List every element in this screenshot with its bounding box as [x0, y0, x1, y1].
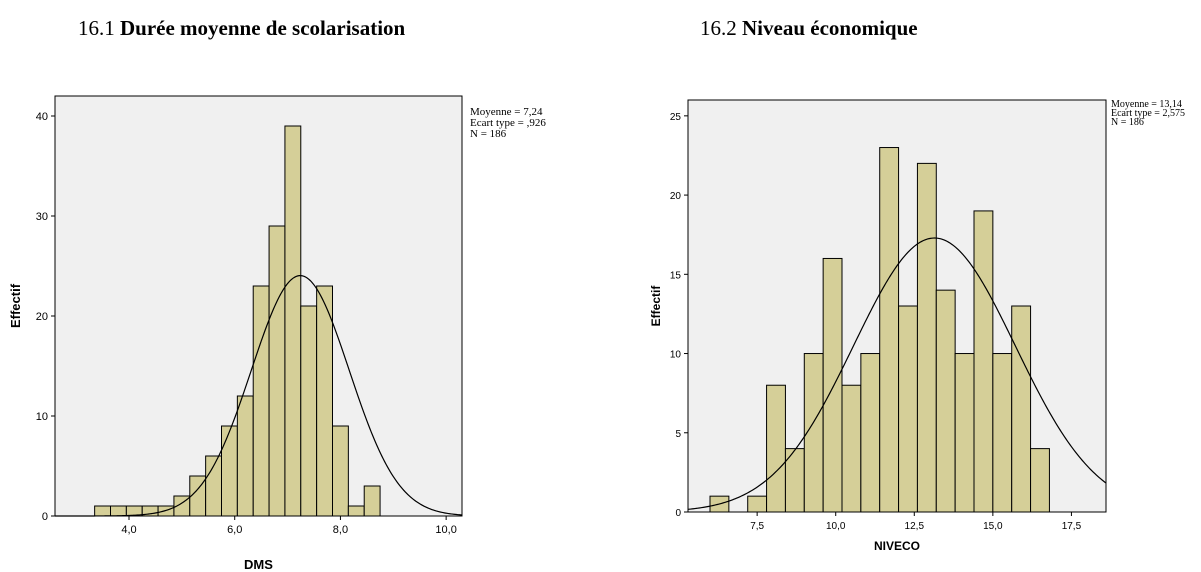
- x-tick-label: 6,0: [227, 524, 242, 536]
- y-tick-label: 20: [36, 311, 48, 323]
- heading-number: 16.2: [700, 16, 737, 40]
- x-tick-label: 12,5: [905, 521, 925, 532]
- histogram-bar: [1011, 305, 1032, 513]
- x-tick-label: 10,0: [435, 524, 456, 536]
- histogram-bar: [252, 285, 270, 517]
- y-tick-label: 0: [42, 511, 48, 523]
- histogram-bar: [992, 353, 1013, 513]
- stats-line: Moyenne = 13,14: [1111, 99, 1182, 110]
- histogram-bar: [898, 305, 918, 513]
- histogram-bar: [268, 225, 286, 517]
- y-tick-label: 0: [675, 508, 681, 519]
- y-tick-label: 25: [670, 112, 682, 123]
- histogram-bar: [747, 495, 768, 513]
- stats-line: N = 186: [1111, 117, 1144, 128]
- stats-line: Moyenne = 7,24: [470, 106, 543, 118]
- x-axis-title: DMS: [244, 557, 273, 572]
- heading-title: Niveau économique: [742, 16, 918, 40]
- histogram-bar: [879, 147, 900, 513]
- histogram-bar: [860, 353, 881, 513]
- x-tick-label: 10,0: [826, 521, 846, 532]
- histogram-bar: [316, 285, 333, 517]
- histogram-chart-2: 0 5 10 15 20 25 7,5 10,0 12,5 15,0 17,5 NIVECO Effec…: [649, 99, 1185, 553]
- x-tick-label: 8,0: [333, 524, 348, 536]
- y-tick-label: 5: [675, 429, 681, 440]
- x-tick-label: 15,0: [983, 521, 1003, 532]
- histogram-bar: [766, 384, 786, 513]
- y-tick-label: 40: [36, 111, 48, 123]
- y-tick-label: 10: [36, 411, 48, 423]
- stats-line: Ecart type = 2,575: [1111, 108, 1185, 119]
- heading-number: 16.1: [78, 16, 115, 40]
- histogram-bar: [300, 305, 318, 517]
- histogram-bar: [110, 505, 127, 517]
- histogram-bar: [284, 125, 302, 517]
- y-tick-label: 30: [36, 211, 48, 223]
- histogram-chart-1: 0 10 20 30 40 4,0 6,0 8,0 10,0 DMS Effectif Moyenne…: [8, 95, 546, 572]
- histogram-bar: [363, 485, 381, 517]
- heading-niveco: 16.2 Niveau économique: [700, 16, 918, 41]
- histogram-bar: [841, 384, 862, 513]
- histogram-bar: [347, 505, 365, 517]
- x-tick-label: 4,0: [121, 524, 136, 536]
- histogram-bar: [822, 257, 843, 513]
- histogram-bar: [332, 425, 349, 517]
- x-axis-title: NIVECO: [874, 539, 920, 553]
- histogram-bar: [916, 162, 937, 513]
- histogram-bar: [954, 353, 975, 513]
- normal-curve: [687, 237, 1107, 510]
- heading-dms: 16.1 Durée moyenne de scolarisation: [78, 16, 405, 41]
- histogram-bar: [221, 425, 238, 517]
- heading-title: Durée moyenne de scolarisation: [120, 16, 406, 40]
- y-axis-title: Effectif: [649, 285, 663, 327]
- x-tick-label: 17,5: [1062, 521, 1082, 532]
- y-tick-label: 10: [670, 350, 682, 361]
- y-tick-label: 20: [670, 191, 682, 202]
- normal-curve: [55, 275, 463, 517]
- stats-line: Ecart type = ,926: [470, 117, 546, 129]
- y-tick-label: 15: [670, 270, 682, 281]
- stats-line: N = 186: [470, 128, 507, 140]
- histogram-bar: [1030, 448, 1050, 513]
- histogram-bar: [236, 395, 254, 517]
- x-tick-label: 7,5: [750, 521, 764, 532]
- histogram-bar: [973, 210, 994, 513]
- y-axis-title: Effectif: [8, 283, 23, 328]
- histogram-bar: [935, 289, 956, 513]
- histogram-bar: [94, 505, 112, 517]
